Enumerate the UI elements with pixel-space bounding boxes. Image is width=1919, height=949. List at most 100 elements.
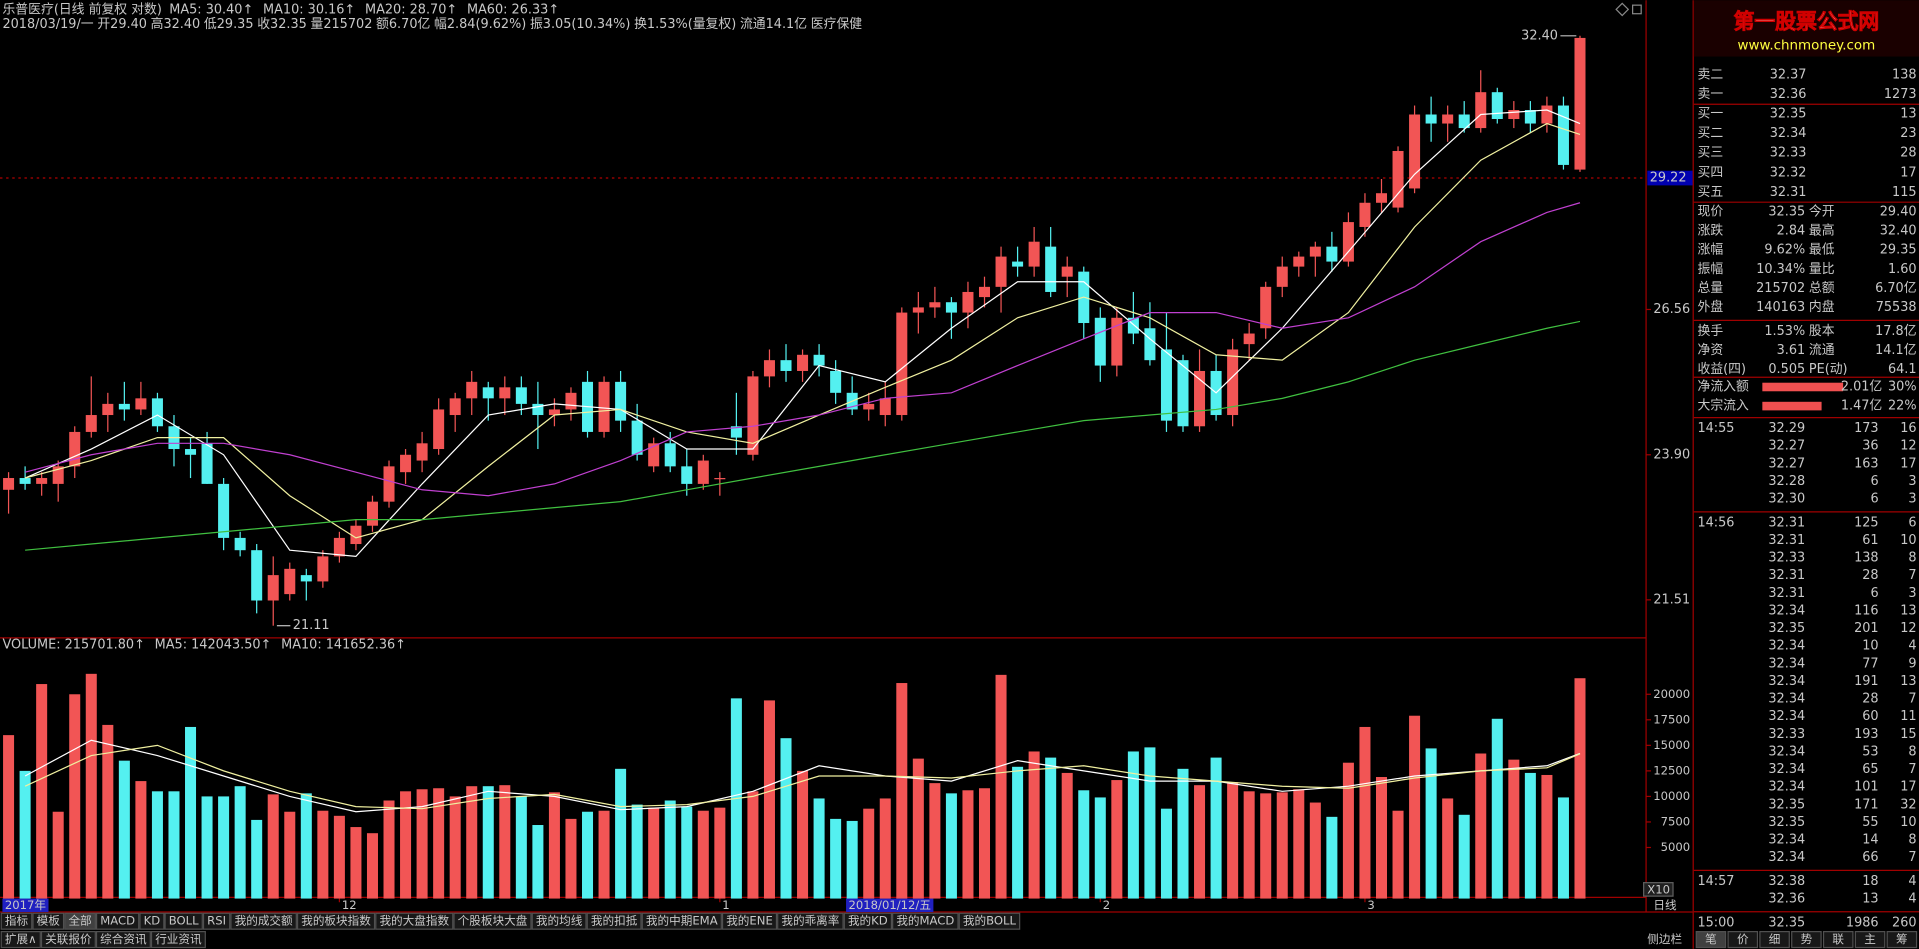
y-tick-label: 17500 [1653,712,1690,726]
stat-value: 6.70亿 [1875,281,1917,296]
tab-label[interactable]: 模板 [37,914,61,928]
tab-label[interactable]: 我的成交额 [235,914,293,928]
unit-box [1643,882,1674,897]
tab-label[interactable]: 我的中期EMA [646,914,718,928]
tab[interactable] [375,912,454,930]
watermark-bg [1693,0,1919,57]
tab-label[interactable]: 我的MACD [896,914,954,928]
low-label: 21.11 [293,618,330,633]
tab[interactable] [892,912,959,930]
candle-body [251,550,263,601]
quote-info: 医疗保健 [811,17,863,32]
tab[interactable] [586,912,642,930]
tab-label[interactable]: MACD [100,914,135,928]
volume-bar [1541,774,1553,899]
icon-diamond[interactable] [1615,2,1630,17]
side-tab[interactable] [1791,930,1822,949]
link-label[interactable]: 扩展∧ [5,932,37,946]
side-tab[interactable] [1727,930,1759,949]
tab[interactable] [64,912,96,930]
tab-label[interactable]: 我的扣抵 [591,914,638,928]
side-tab-label[interactable]: 联 [1832,932,1844,946]
candle-body [151,398,163,427]
trade-count: 17 [1900,456,1916,471]
tab[interactable] [95,912,140,930]
stat-label: 内盘 [1809,299,1835,315]
tab-label[interactable]: 指标 [5,914,29,928]
link-label[interactable]: 关联报价 [45,932,92,946]
tab-label[interactable]: 我的乖离率 [781,914,839,928]
tab-label[interactable]: 个股板块大盘 [458,914,528,928]
trade-volume: 55 [1862,815,1878,830]
volume-bar [615,768,627,899]
trade-volume: 138 [1854,551,1879,566]
tab[interactable] [958,912,1021,930]
volume-bar [350,827,362,899]
link-tab[interactable] [0,930,41,949]
tab[interactable] [777,912,844,930]
side-tab[interactable] [1854,930,1886,949]
tab[interactable] [453,912,532,930]
side-tab[interactable] [1886,930,1918,949]
side-tab-label[interactable]: 笔 [1705,932,1717,946]
side-tab-label[interactable]: 价 [1737,932,1749,946]
tab[interactable] [531,912,587,930]
volume-bar [697,810,709,899]
candle-body [912,307,924,313]
side-label[interactable]: 侧边栏 [1647,932,1682,946]
stat-value: 1.53% [1764,324,1805,339]
tab[interactable] [843,912,893,930]
trade-price: 32.27 [1768,456,1805,471]
tab[interactable] [0,912,33,930]
tab[interactable] [32,912,65,930]
tab[interactable] [721,912,778,930]
tab[interactable] [230,912,297,930]
volume-bar [267,794,279,899]
side-tab-label[interactable]: 筹 [1896,932,1908,946]
tab[interactable] [202,912,231,930]
book-volume: 138 [1892,67,1917,82]
side-tab-label[interactable]: 主 [1864,932,1876,946]
tab-label[interactable]: KD [144,914,161,928]
tab-label[interactable]: 我的大盘指数 [379,914,449,928]
side-tab-label[interactable]: 势 [1801,932,1813,946]
link-label[interactable]: 行业资讯 [155,932,202,946]
side-tab[interactable] [1822,930,1854,949]
volume-bar [648,807,660,899]
candle-body [118,403,130,410]
book-price: 32.35 [1770,107,1807,122]
tab-label[interactable]: 我的KD [848,914,888,928]
candle-body [69,431,81,467]
trade-volume: 28 [1862,692,1878,707]
tab-label[interactable]: 我的ENE [726,914,773,928]
tab-label[interactable]: RSI [207,914,226,928]
tab[interactable] [296,912,376,930]
side-tab[interactable] [1695,930,1727,949]
tab-label[interactable]: 我的BOLL [963,914,1017,928]
tab[interactable] [641,912,722,930]
volume-bar [36,684,48,899]
candle-body [1392,150,1404,208]
volume-bar [449,796,461,899]
stat-label: 换手 [1697,324,1723,339]
link-tab[interactable] [95,930,151,949]
volume-bar [1078,790,1090,899]
link-tab[interactable] [150,930,206,949]
quote-info: 收32.35 [257,17,307,32]
tab-label[interactable]: 我的均线 [536,914,583,928]
tab[interactable] [139,912,165,930]
link-tab[interactable] [40,930,96,949]
trade-price: 32.27 [1768,439,1805,454]
tab-label[interactable]: 我的板块指数 [301,914,371,928]
quote-info: 2018/03/19/一 [2,17,93,32]
icon-square[interactable] [1632,4,1642,15]
link-label[interactable]: 综合资讯 [100,932,147,946]
book-volume: 1273 [1884,87,1917,102]
tab-label[interactable]: 全部 [68,914,91,928]
candle-body [1293,256,1305,267]
trade-count: 17 [1900,780,1916,795]
tab-label[interactable]: BOLL [169,914,199,928]
tab[interactable] [164,912,203,930]
side-tab[interactable] [1759,930,1790,949]
side-tab-label[interactable]: 细 [1769,932,1781,946]
